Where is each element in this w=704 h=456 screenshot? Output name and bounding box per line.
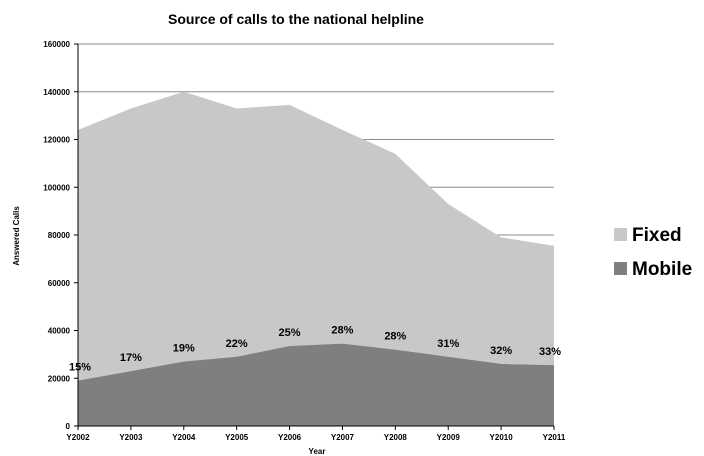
y-tick-label: 40000 (48, 327, 71, 336)
y-tick-labels: 0 20000 40000 60000 80000 100000 120000 140000 1… (43, 40, 70, 431)
y-tick-label: 80000 (48, 231, 71, 240)
x-tick-label: Y2007 (331, 433, 355, 442)
plot-areas (78, 91, 554, 426)
legend-label-mobile: Mobile (632, 259, 692, 280)
x-tick-label: Y2006 (278, 433, 302, 442)
legend-label-fixed: Fixed (632, 225, 682, 246)
legend-swatch-mobile (614, 262, 627, 275)
legend-swatch-fixed (614, 228, 627, 241)
y-tick-label: 160000 (43, 40, 70, 49)
percent-label: 22% (226, 338, 248, 350)
y-tick-label: 60000 (48, 279, 71, 288)
y-tick-label: 20000 (48, 374, 71, 383)
x-tick-label: Y2008 (384, 433, 408, 442)
y-tick-label: 140000 (43, 88, 70, 97)
x-tick-label: Y2002 (66, 433, 90, 442)
x-axis-label: Year (309, 447, 326, 456)
y-tick-label: 0 (66, 422, 71, 431)
percent-label: 15% (69, 362, 91, 374)
percent-label: 19% (173, 343, 195, 355)
chart-title: Source of calls to the national helpline (168, 11, 424, 27)
percent-label: 28% (331, 325, 353, 337)
percent-label: 17% (120, 352, 142, 364)
percent-label: 25% (279, 327, 301, 339)
axes (74, 43, 555, 430)
y-tick-label: 120000 (43, 136, 70, 145)
x-tick-label: Y2005 (225, 433, 249, 442)
x-tick-label: Y2010 (490, 433, 514, 442)
x-tick-label: Y2009 (437, 433, 461, 442)
y-axis-label: Answered Calls (12, 206, 21, 266)
series-mobile-area (78, 343, 554, 426)
legend: Fixed Mobile (614, 225, 692, 280)
annotations: 15% 17% 19% 22% 25% 28% 28% 31% 32% 33% (69, 325, 561, 374)
series-fixed-area (78, 91, 554, 381)
x-tick-label: Y2003 (119, 433, 143, 442)
y-tick-label: 100000 (43, 183, 70, 192)
percent-label: 31% (437, 338, 459, 350)
percent-label: 33% (539, 346, 561, 358)
x-tick-labels: Y2002 Y2003 Y2004 Y2005 Y2006 Y2007 Y2008 Y2009… (66, 433, 565, 442)
x-tick-label: Y2011 (543, 433, 566, 442)
percent-label: 32% (490, 345, 512, 357)
percent-label: 28% (384, 331, 406, 343)
x-tick-label: Y2004 (172, 433, 196, 442)
